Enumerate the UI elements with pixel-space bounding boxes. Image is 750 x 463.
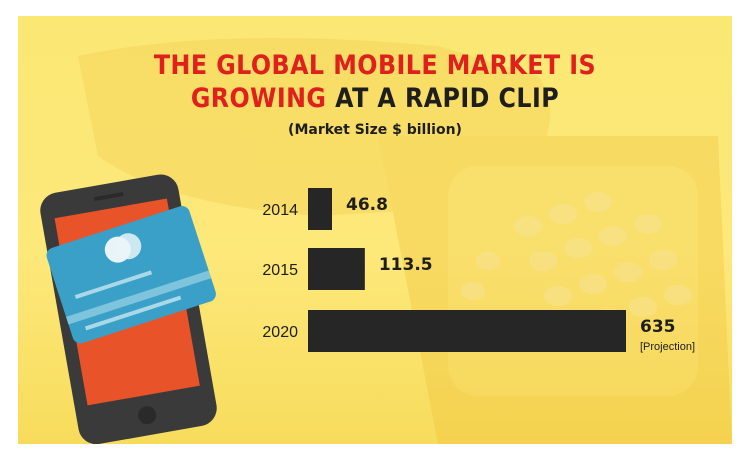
infographic-canvas: THE GLOBAL MOBILE MARKET IS GROWING AT A…	[18, 16, 732, 444]
year-label-2020: 2020	[262, 324, 298, 341]
bar-2015	[308, 248, 365, 290]
title-rest: AT A RAPID CLIP	[326, 83, 560, 114]
value-label-2020: 635	[640, 317, 676, 337]
year-label-2014: 2014	[262, 202, 298, 219]
value-label-2015: 113.5	[379, 255, 433, 275]
chart-title-line1: THE GLOBAL MOBILE MARKET IS	[153, 50, 597, 81]
bar-chart: 2014 46.8 2015 113.5 2020 635 [Projection]	[262, 188, 695, 353]
chart-title-line2: GROWING AT A RAPID CLIP	[61, 83, 689, 115]
year-label-2015: 2015	[262, 262, 298, 279]
chart-subtitle: (Market Size $ billion)	[288, 122, 462, 138]
bar-2020	[308, 310, 626, 352]
credit-card-icon	[46, 206, 216, 344]
value-label-2014: 46.8	[346, 195, 388, 215]
title-highlight-word: GROWING	[190, 83, 327, 114]
annotation-2020: [Projection]	[640, 341, 695, 353]
phone-card-illustration	[40, 174, 217, 444]
bar-2014	[308, 188, 332, 230]
